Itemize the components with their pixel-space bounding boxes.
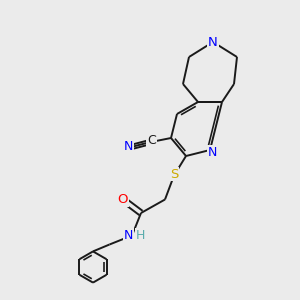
Text: S: S [170, 167, 178, 181]
Text: O: O [118, 193, 128, 206]
Text: C: C [147, 134, 156, 147]
Text: N: N [124, 140, 133, 153]
Text: N: N [208, 35, 218, 49]
Text: N: N [124, 229, 133, 242]
Text: N: N [208, 146, 217, 159]
Text: H: H [136, 229, 145, 242]
